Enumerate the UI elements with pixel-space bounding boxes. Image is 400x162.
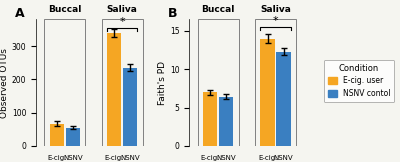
Bar <box>123 68 138 146</box>
Text: NSNV: NSNV <box>274 155 294 161</box>
Text: B: B <box>168 7 178 20</box>
Bar <box>44 19 85 146</box>
Text: E-cig.: E-cig. <box>200 155 220 161</box>
Text: NSNV: NSNV <box>216 155 236 161</box>
Text: *: * <box>120 17 125 27</box>
Y-axis label: Faith's PD: Faith's PD <box>158 61 167 105</box>
Bar <box>260 39 275 146</box>
Y-axis label: Observed OTUs: Observed OTUs <box>0 48 9 118</box>
Text: E-cig.: E-cig. <box>47 155 66 161</box>
Text: *: * <box>273 17 278 26</box>
Bar <box>198 19 239 146</box>
Bar <box>66 127 80 146</box>
Legend: E-cig. user, NSNV contol: E-cig. user, NSNV contol <box>324 60 394 102</box>
Text: NSNV: NSNV <box>120 155 140 161</box>
Text: E-cig.: E-cig. <box>258 155 277 161</box>
Text: E-cig.: E-cig. <box>104 155 124 161</box>
Text: Saliva: Saliva <box>107 5 138 14</box>
Text: Saliva: Saliva <box>260 5 291 14</box>
Text: NSNV: NSNV <box>63 155 82 161</box>
Bar <box>50 123 64 146</box>
Bar <box>102 19 143 146</box>
Text: Buccal: Buccal <box>48 5 82 14</box>
Bar <box>255 19 296 146</box>
Bar <box>203 92 217 146</box>
Bar <box>276 52 291 146</box>
Bar <box>219 97 233 146</box>
Text: Buccal: Buccal <box>202 5 235 14</box>
Text: A: A <box>15 7 24 20</box>
Bar <box>107 33 122 146</box>
